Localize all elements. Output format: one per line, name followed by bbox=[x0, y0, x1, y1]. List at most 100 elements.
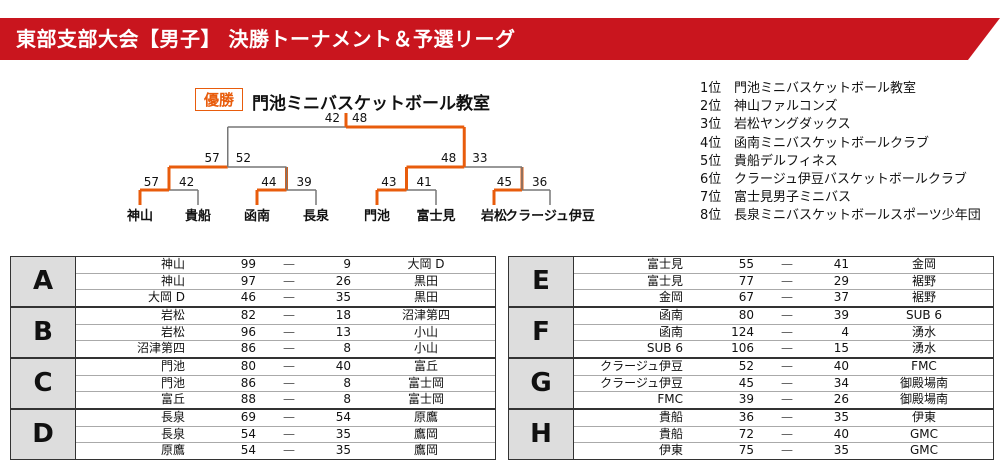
match-row: 沼津第四 86—8 小山 bbox=[76, 341, 495, 357]
home-team: 金岡 bbox=[659, 290, 683, 306]
score-dash: — bbox=[274, 274, 304, 290]
match-row: 原鷹 54—35 鷹岡 bbox=[76, 443, 495, 459]
home-score: 54 bbox=[216, 427, 256, 443]
score-dash: — bbox=[274, 257, 304, 273]
score-label: 57 bbox=[144, 175, 159, 189]
match-row: 長泉 54—35 鷹岡 bbox=[76, 427, 495, 444]
rank-position: 5位 bbox=[700, 153, 734, 171]
score-dash: — bbox=[772, 257, 802, 273]
league-letter: F bbox=[509, 308, 574, 357]
match-row: クラージュ伊豆 45—34 御殿場南 bbox=[574, 376, 993, 393]
match-row: 神山 99 — 9 大岡 D bbox=[76, 257, 495, 274]
rank-position: 8位 bbox=[700, 207, 734, 225]
rank-position: 4位 bbox=[700, 135, 734, 153]
away-score: 40 bbox=[809, 359, 849, 375]
home-team: SUB 6 bbox=[647, 341, 683, 357]
away-team: 富士岡 bbox=[376, 392, 476, 408]
league-e: E 富士見 55—41 金岡 富士見 77—29 裾野 金岡 67—37 裾野 bbox=[508, 256, 994, 307]
league-d: D 長泉 69—54 原鷹 長泉 54—35 鷹岡 原鷹 54—35 鷹岡 bbox=[10, 409, 496, 460]
score-label: 42 bbox=[179, 175, 194, 189]
match-row: 伊東 75 — 35 GMC bbox=[574, 443, 993, 459]
home-team: 神山 bbox=[161, 274, 185, 290]
away-score: 26 bbox=[311, 274, 351, 290]
home-score: 54 bbox=[216, 443, 256, 459]
score-label: 45 bbox=[497, 175, 512, 189]
league-f: F 函南 80—39 SUB 6 函南 124—4 湧水 SUB 6 106—15 湧水 bbox=[508, 307, 994, 358]
home-team: 富士見 bbox=[647, 274, 683, 290]
league-c: C 門池 80—40 富丘 門池 86—8 富士岡 富丘 88—8 富士岡 bbox=[10, 358, 496, 409]
home-team: 沼津第四 bbox=[137, 341, 185, 357]
team-name: 貴船 bbox=[185, 208, 211, 224]
match-row: 長泉 69 — 54 原鷹 bbox=[76, 410, 495, 427]
match-row: 金岡 67—37 裾野 bbox=[574, 290, 993, 306]
away-team: 裾野 bbox=[874, 274, 974, 290]
home-team: 門池 bbox=[161, 376, 185, 392]
rank-position: 7位 bbox=[700, 189, 734, 207]
league-letter: C bbox=[11, 359, 76, 408]
league-letter: B bbox=[11, 308, 76, 357]
home-score: 77 bbox=[714, 274, 754, 290]
rank-team: 富士見男子ミニバス bbox=[734, 190, 851, 205]
home-score: 52 bbox=[714, 359, 754, 375]
away-team: 富丘 bbox=[376, 359, 476, 375]
away-team: FMC bbox=[874, 359, 974, 375]
match-row: 岩松 96—13 小山 bbox=[76, 325, 495, 342]
ranking-row: 5位 貴船デルフィネス bbox=[700, 153, 981, 171]
away-score: 26 bbox=[809, 392, 849, 408]
score-label: 33 bbox=[472, 151, 487, 165]
home-score: 97 bbox=[216, 274, 256, 290]
away-team: 黒田 bbox=[376, 290, 476, 306]
home-score: 82 bbox=[216, 308, 256, 324]
away-score: 4 bbox=[809, 325, 849, 341]
match-row: 門池 80—40 富丘 bbox=[76, 359, 495, 376]
match-row: 函南 124—4 湧水 bbox=[574, 325, 993, 342]
home-score: 99 bbox=[216, 257, 256, 273]
home-team: 門池 bbox=[161, 359, 185, 375]
home-score: 69 bbox=[216, 410, 256, 426]
home-team: 大岡 D bbox=[148, 290, 185, 306]
home-team: 長泉 bbox=[161, 427, 185, 443]
away-team: 裾野 bbox=[874, 290, 974, 306]
score-dash: — bbox=[274, 308, 304, 324]
score-dash: — bbox=[772, 308, 802, 324]
home-team: 原鷹 bbox=[161, 443, 185, 459]
away-score: 8 bbox=[311, 376, 351, 392]
away-score: 40 bbox=[311, 359, 351, 375]
away-score: 54 bbox=[311, 410, 351, 426]
home-team: 貴船 bbox=[659, 427, 683, 443]
rank-position: 3位 bbox=[700, 116, 734, 134]
team-name: 富士見 bbox=[416, 208, 455, 224]
home-score: 80 bbox=[216, 359, 256, 375]
away-team: 金岡 bbox=[874, 257, 974, 273]
home-score: 124 bbox=[714, 325, 754, 341]
home-team: クラージュ伊豆 bbox=[600, 359, 683, 375]
home-score: 96 bbox=[216, 325, 256, 341]
away-score: 40 bbox=[809, 427, 849, 443]
score-dash: — bbox=[274, 376, 304, 392]
league-a: A 神山 99—9 大岡 D 神山 97—26 黒田 大岡 D 46—35 黒田 bbox=[10, 256, 496, 307]
home-score: 39 bbox=[714, 392, 754, 408]
home-team: 岩松 bbox=[161, 325, 185, 341]
match-row: 岩松 82 — 18 沼津第四 bbox=[76, 308, 495, 325]
score-dash: — bbox=[274, 410, 304, 426]
score-label: 39 bbox=[297, 175, 312, 189]
ranking-row: 2位 神山ファルコンズ bbox=[700, 98, 981, 116]
away-score: 18 bbox=[311, 308, 351, 324]
score-label: 42 bbox=[325, 111, 340, 125]
rank-team: 貴船デルフィネス bbox=[734, 154, 838, 169]
rank-position: 2位 bbox=[700, 98, 734, 116]
score-label: 41 bbox=[417, 175, 432, 189]
home-score: 45 bbox=[714, 376, 754, 392]
home-score: 75 bbox=[714, 443, 754, 459]
league-h: H 貴船 36—35 伊東 貴船 72—40 GMC 伊東 75—35 GMC bbox=[508, 409, 994, 460]
score-dash: — bbox=[772, 427, 802, 443]
home-team: 富士見 bbox=[647, 257, 683, 273]
home-team: 長泉 bbox=[161, 410, 185, 426]
match-row: SUB 6 106—15 湧水 bbox=[574, 341, 993, 357]
final-ranking: 1位 門池ミニバスケットボール教室 2位 神山ファルコンズ 3位 岩松ヤングダックス 4位函… bbox=[700, 80, 981, 226]
score-dash: — bbox=[772, 359, 802, 375]
team-name: 函南 bbox=[244, 208, 270, 224]
score-label: 43 bbox=[381, 175, 396, 189]
rank-team: 函南ミニバスケットボールクラブ bbox=[734, 136, 929, 151]
away-team: 沼津第四 bbox=[376, 308, 476, 324]
